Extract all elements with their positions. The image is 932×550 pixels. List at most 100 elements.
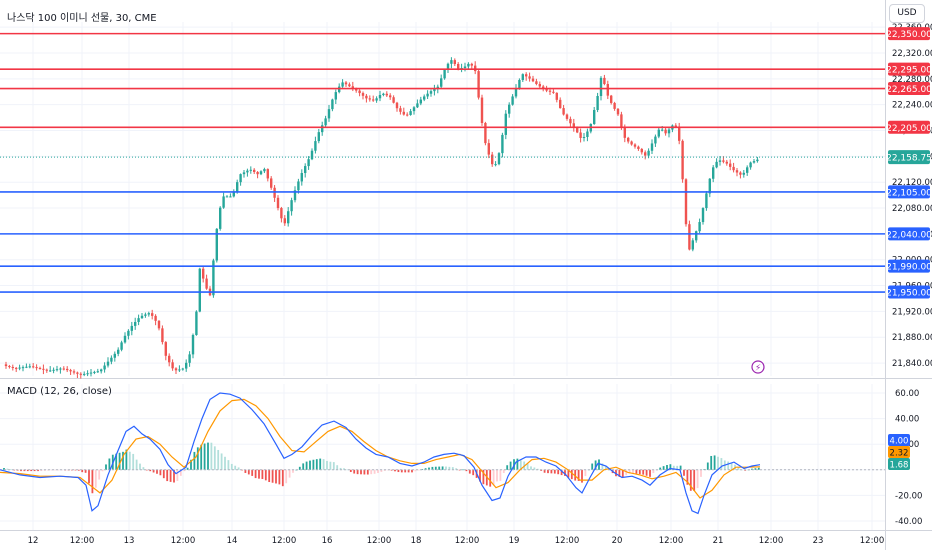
histogram-bar bbox=[9, 469, 12, 470]
histogram-bar bbox=[285, 469, 288, 484]
histogram-bar bbox=[754, 468, 757, 470]
candle-body bbox=[756, 159, 759, 162]
candle-body bbox=[378, 94, 382, 99]
candle-body bbox=[681, 140, 684, 180]
currency-button[interactable]: USD bbox=[889, 4, 925, 23]
histogram-bar bbox=[693, 469, 696, 491]
histogram-bar bbox=[261, 469, 264, 480]
candle-body bbox=[555, 92, 558, 100]
histogram-bar bbox=[244, 469, 247, 473]
histogram-bar bbox=[57, 469, 60, 471]
histogram-bar bbox=[366, 469, 369, 475]
support-level-tag bbox=[888, 227, 930, 241]
time-axis-label: 12:00 bbox=[171, 536, 196, 546]
histogram-bar bbox=[642, 469, 645, 475]
candle-body bbox=[69, 370, 72, 372]
candle-body bbox=[89, 372, 93, 374]
candle-body bbox=[375, 98, 378, 101]
candle-body bbox=[657, 129, 660, 137]
candle-body bbox=[25, 366, 28, 368]
candle-body bbox=[4, 364, 8, 367]
histogram-bar bbox=[625, 469, 628, 476]
histogram-bar bbox=[268, 469, 271, 483]
histogram-bar bbox=[125, 449, 128, 470]
candle-body bbox=[494, 164, 497, 166]
histogram-bar bbox=[394, 469, 396, 472]
histogram-bar bbox=[455, 468, 458, 470]
histogram-bar bbox=[91, 469, 94, 494]
candle-body bbox=[402, 111, 405, 115]
resistance-level-tag bbox=[888, 120, 930, 134]
candle-body bbox=[239, 174, 242, 183]
histogram-bar bbox=[696, 469, 699, 489]
histogram-bar bbox=[390, 469, 393, 471]
histogram-bar bbox=[472, 469, 475, 476]
candle-body bbox=[623, 127, 626, 138]
candle-body bbox=[535, 81, 538, 85]
histogram-bar bbox=[581, 469, 583, 483]
histogram-bar bbox=[118, 452, 121, 470]
support-level-tag bbox=[888, 185, 930, 199]
histogram-bar bbox=[234, 465, 237, 470]
histogram-bar bbox=[196, 447, 199, 470]
histogram-bar bbox=[451, 467, 454, 470]
signal-line bbox=[0, 398, 761, 499]
candle-body bbox=[225, 196, 229, 198]
histogram-bar bbox=[356, 469, 359, 475]
histogram-bar bbox=[604, 466, 607, 470]
histogram-bar bbox=[659, 467, 662, 470]
histogram-bar bbox=[186, 467, 189, 470]
candle-body bbox=[338, 86, 341, 93]
histogram-bar bbox=[547, 469, 549, 474]
histogram-bar bbox=[81, 469, 84, 473]
candle-body bbox=[650, 143, 654, 151]
histogram-bar bbox=[710, 455, 713, 470]
time-axis-label: 20 bbox=[612, 536, 623, 546]
candle-body bbox=[701, 208, 705, 223]
candle-body bbox=[62, 368, 65, 370]
candle-body bbox=[739, 172, 742, 175]
histogram-bar bbox=[492, 469, 495, 485]
histogram-bar bbox=[411, 469, 413, 473]
histogram-bar bbox=[224, 456, 226, 470]
price-axis-label: 21,880.00 bbox=[892, 333, 932, 343]
candle-body bbox=[674, 125, 677, 127]
candle-body bbox=[103, 365, 106, 370]
candle-body bbox=[429, 91, 433, 94]
candle-body bbox=[263, 169, 266, 172]
candle-body bbox=[161, 328, 164, 343]
time-axis-label: 12:00 bbox=[70, 536, 95, 546]
candle-body bbox=[725, 161, 728, 164]
histogram-bar bbox=[190, 459, 192, 470]
candle-body bbox=[300, 173, 303, 182]
macd-value-tag bbox=[888, 434, 910, 446]
candle-body bbox=[395, 102, 399, 109]
histogram-bar bbox=[77, 469, 80, 471]
histogram-bar bbox=[247, 469, 250, 475]
histogram-bar bbox=[496, 469, 498, 482]
histogram-bar bbox=[652, 469, 655, 474]
time-axis-label: 12:00 bbox=[555, 536, 580, 546]
histogram-bar bbox=[628, 469, 631, 474]
symbol-title: 나스닥 100 이미니 선물, 30, CME bbox=[7, 13, 157, 24]
candle-body bbox=[232, 191, 235, 197]
histogram-bar bbox=[122, 451, 124, 470]
candle-body bbox=[49, 370, 52, 372]
candle-body bbox=[32, 366, 35, 368]
candle-body bbox=[443, 69, 446, 79]
candle-body bbox=[35, 367, 38, 369]
histogram-value-label: 1.68 bbox=[890, 461, 909, 471]
histogram-bar bbox=[662, 466, 665, 470]
candle-body bbox=[382, 93, 385, 95]
time-axis-label: 12:00 bbox=[659, 536, 684, 546]
histogram-bar bbox=[251, 469, 254, 476]
candle-body bbox=[480, 97, 484, 123]
histogram-bar bbox=[438, 466, 441, 470]
candle-body bbox=[117, 349, 120, 354]
candle-body bbox=[715, 161, 718, 168]
candle-body bbox=[79, 373, 82, 375]
candle-body bbox=[212, 260, 215, 296]
histogram-bar bbox=[94, 469, 97, 488]
candle-body bbox=[297, 181, 300, 191]
